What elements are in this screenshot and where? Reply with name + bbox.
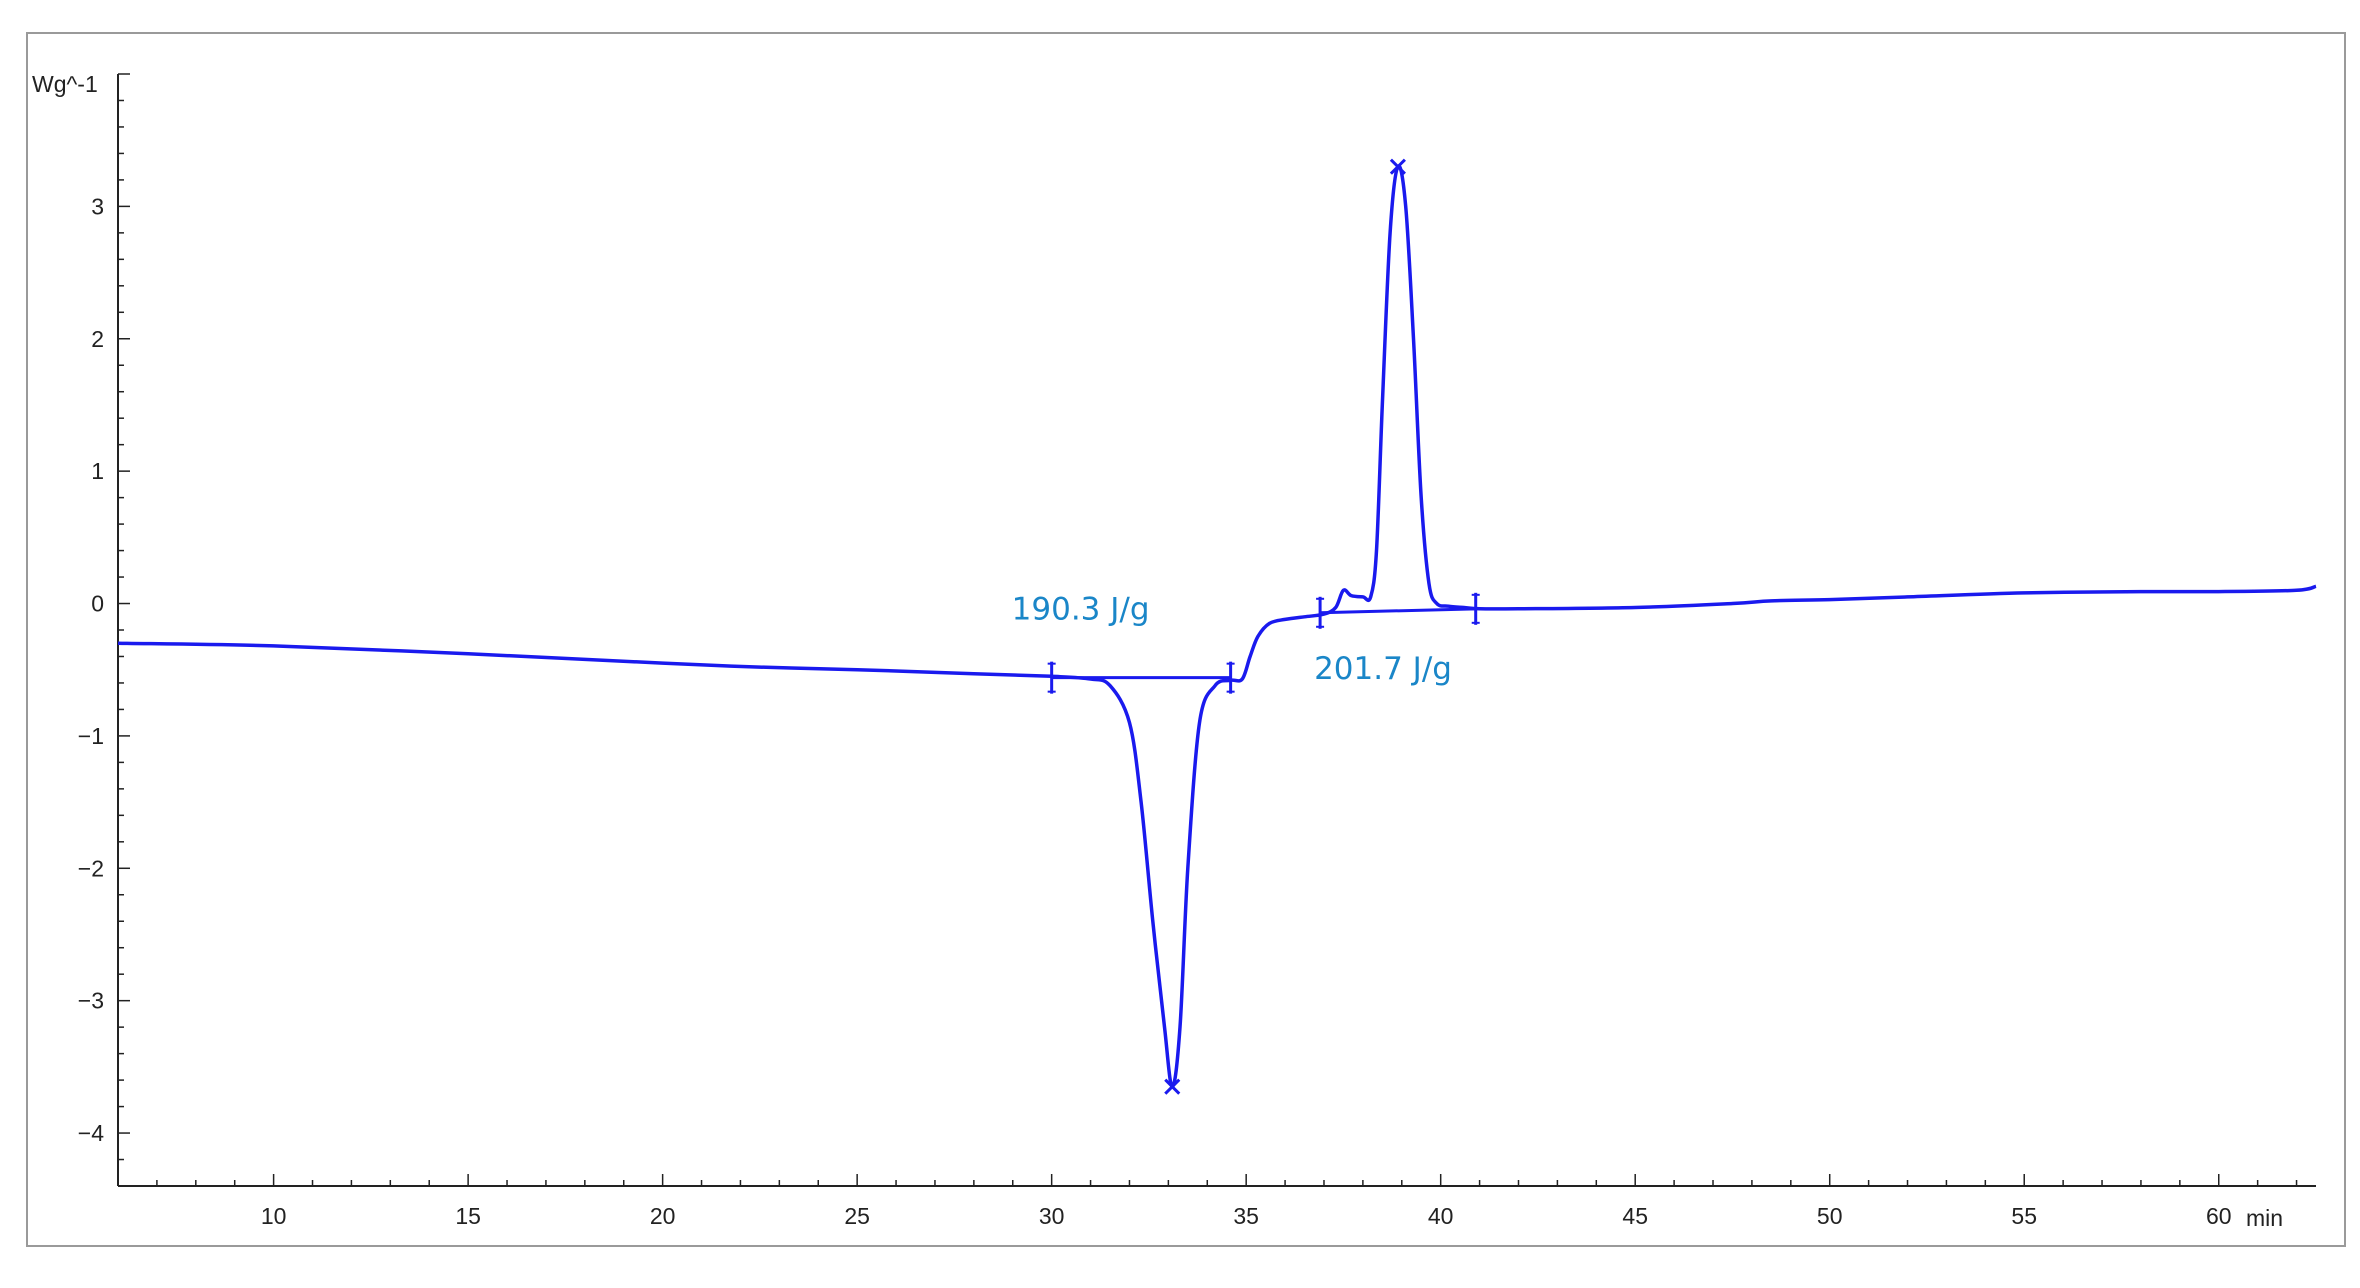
chart-frame: 3 2 1 0 −1 −2 −3 −4 10 15 20 25 30 35 40 45 50 55 60 190.…	[26, 32, 2346, 1247]
y-tick-label: 3	[91, 193, 104, 219]
y-tick-label: −4	[78, 1120, 104, 1146]
peak-markers	[1164, 158, 1406, 1095]
enthalpy-label: 201.7 J/g	[1314, 651, 1452, 687]
x-tick-label: 10	[261, 1203, 287, 1229]
series-group	[117, 164, 2317, 1089]
peak-marker	[1164, 1078, 1181, 1095]
integration-annotations: 190.3 J/g 201.7 J/g	[1012, 592, 1452, 687]
x-unit-label: min	[2246, 1205, 2283, 1231]
y-tick-label: −1	[78, 723, 104, 749]
x-tick-label: 50	[1817, 1203, 1843, 1229]
x-tick-label: 25	[844, 1203, 870, 1229]
y-tick-label: −2	[78, 855, 104, 881]
x-tick-label: 30	[1039, 1203, 1065, 1229]
x-tick-label: 40	[1428, 1203, 1454, 1229]
y-tick-label: 2	[91, 326, 104, 352]
x-tick-label: 55	[2011, 1203, 2037, 1229]
x-tick-label: 20	[650, 1203, 676, 1229]
dsc-curve	[117, 164, 2317, 1089]
x-tick-label: 45	[1622, 1203, 1648, 1229]
y-unit-label: Wg^-1	[32, 71, 98, 97]
y-tick-label: 1	[91, 458, 104, 484]
axes	[117, 74, 2316, 1187]
y-axis-ticks: 3 2 1 0 −1 −2 −3 −4	[78, 73, 130, 1187]
enthalpy-label: 190.3 J/g	[1012, 592, 1150, 628]
peak-marker	[1389, 158, 1406, 175]
x-tick-label: 15	[455, 1203, 481, 1229]
x-axis-ticks: 10 15 20 25 30 35 40 45 50 55 60	[117, 1174, 2298, 1229]
x-tick-label: 35	[1233, 1203, 1259, 1229]
y-tick-label: −3	[78, 988, 104, 1014]
x-tick-label: 60	[2206, 1203, 2232, 1229]
y-tick-label: 0	[91, 591, 104, 617]
integration-baseline	[1320, 607, 1476, 615]
